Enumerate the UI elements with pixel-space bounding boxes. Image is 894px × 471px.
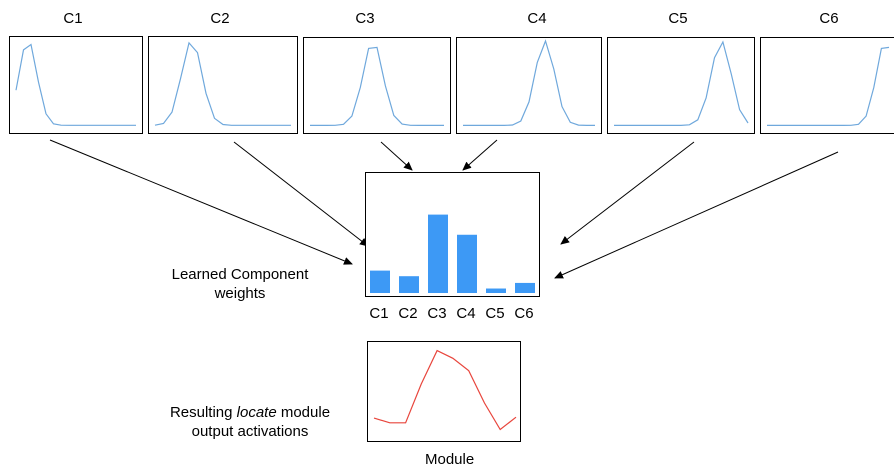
component-curve-c5: [614, 40, 749, 127]
output-caption-line1: Resulting locate module: [130, 403, 370, 422]
weight-bar-c4: [457, 234, 477, 293]
component-title-c1: C1: [63, 10, 83, 27]
output-caption-suffix: module: [276, 404, 331, 421]
weights-bars: [370, 214, 535, 293]
bar-label-c3: C3: [427, 305, 447, 322]
component-weights-chart: [365, 172, 540, 297]
weights-caption-line2: weights: [214, 285, 266, 302]
output-caption: Resulting locate module output activatio…: [130, 403, 370, 441]
component-title-c3: C3: [355, 10, 375, 27]
weight-bar-c3: [428, 214, 448, 293]
gaussian-line-c2: [154, 41, 291, 126]
component-curve-c4: [463, 39, 595, 127]
bar-label-c4: C4: [456, 305, 476, 322]
component-curve-c3: [310, 46, 444, 127]
component-plot-c1: [9, 36, 143, 134]
weight-bar-c5: [486, 288, 506, 293]
component-plot-c6: [760, 37, 894, 134]
component-curve-c2: [154, 41, 291, 126]
bar-label-c1: C1: [369, 305, 389, 322]
component-curve-c1: [15, 43, 136, 126]
output-caption-italic: locate: [236, 404, 277, 421]
component-plot-c2: [148, 36, 298, 134]
output-caption-prefix: Resulting: [169, 404, 237, 421]
arrow-c1: [49, 139, 353, 265]
output-activation-polyline: [373, 349, 517, 431]
component-title-c6: C6: [819, 10, 839, 27]
arrow-c4: [462, 139, 498, 171]
component-curve-c6: [767, 46, 890, 127]
bar-label-c5: C5: [485, 305, 505, 322]
weights-caption-line1: Learned Component: [171, 266, 309, 283]
arrow-c5: [560, 141, 695, 245]
bar-label-c6: C6: [514, 305, 534, 322]
arrow-c6: [554, 151, 839, 279]
weight-bar-c6: [515, 282, 535, 293]
module-label: Module: [425, 451, 475, 468]
gaussian-line-c4: [463, 39, 595, 127]
component-plot-c3: [303, 37, 451, 134]
gaussian-line-c6: [767, 46, 890, 127]
gaussian-line-c5: [614, 40, 749, 127]
weights-caption: Learned Component weights: [140, 265, 340, 303]
component-plot-c4: [456, 37, 602, 134]
weight-bar-c2: [399, 276, 419, 293]
output-activation-chart: [367, 341, 521, 442]
gaussian-line-c1: [15, 43, 136, 126]
output-activation-line: [373, 349, 517, 431]
component-title-c4: C4: [527, 10, 547, 27]
arrow-c2: [233, 141, 369, 247]
component-plot-c5: [607, 37, 755, 134]
arrow-c3: [380, 141, 413, 171]
gaussian-line-c3: [310, 46, 444, 127]
bar-label-c2: C2: [398, 305, 418, 322]
weight-bar-c1: [370, 270, 390, 293]
output-caption-line2: output activations: [191, 423, 309, 440]
component-title-c5: C5: [668, 10, 688, 27]
component-title-c2: C2: [210, 10, 230, 27]
